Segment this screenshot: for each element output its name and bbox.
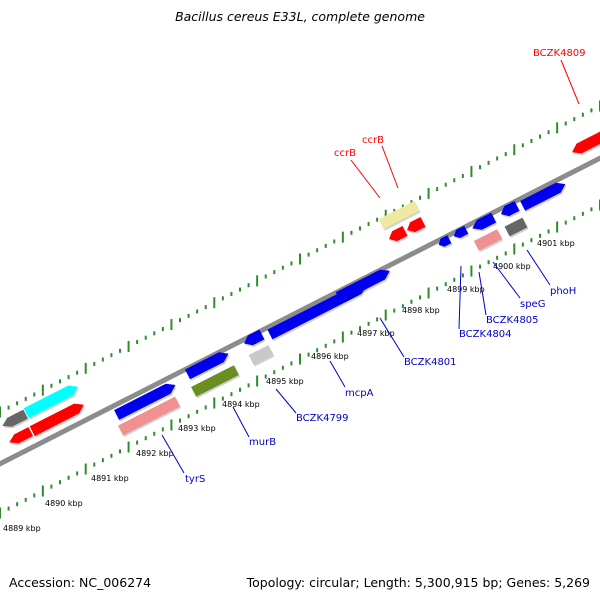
gene-red-arrow[interactable] bbox=[572, 131, 600, 154]
tick-label: 4896 kbp bbox=[311, 352, 349, 361]
leader-line bbox=[560, 59, 580, 105]
tick-label: 4897 kbp bbox=[357, 329, 395, 338]
outer-tick-track bbox=[0, 100, 600, 418]
gene-blue-arrow[interactable] bbox=[453, 225, 469, 238]
gene-label[interactable]: BCZK4809 bbox=[533, 48, 586, 59]
gene-pink-box[interactable] bbox=[118, 396, 180, 436]
leader-line bbox=[275, 388, 297, 414]
gene-blue-arrow[interactable] bbox=[520, 182, 566, 211]
gene-label[interactable]: murB bbox=[249, 437, 276, 448]
genome-backbone bbox=[0, 155, 600, 467]
leader-line bbox=[350, 159, 381, 199]
map-title: Bacillus cereus E33L, complete genome bbox=[175, 9, 425, 24]
tick-label: 4889 kbp bbox=[3, 524, 41, 533]
gene-red-arrow[interactable] bbox=[9, 427, 34, 444]
gene-blue-arrow[interactable] bbox=[501, 201, 520, 217]
tick-label: 4890 kbp bbox=[45, 499, 83, 508]
gene-label[interactable]: BCZK4805 bbox=[486, 315, 539, 326]
gene-pink-box[interactable] bbox=[473, 229, 503, 251]
leader-line bbox=[478, 271, 487, 316]
tick-label: 4891 kbp bbox=[91, 474, 129, 483]
gene-label[interactable]: phoH bbox=[550, 286, 576, 297]
tick-label: 4898 kbp bbox=[402, 306, 440, 315]
tick-label: 4892 kbp bbox=[136, 449, 174, 458]
gene-label-leaders bbox=[161, 59, 580, 474]
gene-label[interactable]: BCZK4801 bbox=[404, 357, 457, 368]
gene-gray-box[interactable] bbox=[504, 217, 528, 237]
gene-label[interactable]: tyrS bbox=[185, 474, 205, 485]
gene-blue-arrow[interactable] bbox=[438, 235, 452, 247]
leader-line bbox=[381, 145, 399, 189]
leader-line bbox=[492, 261, 521, 299]
gene-label[interactable]: mcpA bbox=[345, 388, 374, 399]
gene-red-arrow[interactable] bbox=[389, 226, 408, 242]
leader-line bbox=[458, 265, 462, 330]
gene-lightgray-box[interactable] bbox=[248, 345, 274, 365]
gene-blue-arrow[interactable] bbox=[472, 212, 497, 230]
accession-label: Accession: NC_006274 bbox=[9, 575, 152, 590]
leader-line bbox=[526, 249, 551, 286]
tick-label: 4893 kbp bbox=[178, 424, 216, 433]
gene-label[interactable]: BCZK4804 bbox=[459, 329, 512, 340]
gene-blue-arrow[interactable] bbox=[114, 383, 176, 420]
gene-blue-arrow[interactable] bbox=[335, 269, 390, 303]
leader-line bbox=[329, 360, 346, 388]
gene-label[interactable]: speG bbox=[520, 299, 545, 310]
gene-gray-arrow[interactable] bbox=[2, 409, 28, 427]
tick-label: 4894 kbp bbox=[222, 400, 260, 409]
gene-olive-box[interactable] bbox=[191, 365, 239, 397]
tick-label: 4901 kbp bbox=[537, 239, 575, 248]
feature-track[interactable] bbox=[2, 131, 600, 445]
inner-tick-track bbox=[0, 199, 600, 519]
gene-label[interactable]: ccrB bbox=[334, 148, 356, 159]
tick-label: 4895 kbp bbox=[266, 377, 304, 386]
leader-line bbox=[161, 434, 185, 474]
gene-red-arrow[interactable] bbox=[29, 403, 84, 437]
leader-line bbox=[232, 406, 250, 438]
leader-line bbox=[379, 317, 405, 358]
tick-label: 4900 kbp bbox=[493, 262, 531, 271]
genome-summary: Topology: circular; Length: 5,300,915 bp… bbox=[246, 575, 590, 590]
gene-labels[interactable]: BCZK4809 ccrB ccrB tyrS murB BCZK4799 mcpA BCZK… bbox=[185, 48, 586, 485]
gene-label[interactable]: BCZK4799 bbox=[296, 413, 349, 424]
gene-khaki-box[interactable] bbox=[378, 201, 420, 229]
gene-blue-arrow[interactable] bbox=[185, 352, 229, 380]
gene-label[interactable]: ccrB bbox=[362, 135, 384, 146]
gene-cyan-arrow[interactable] bbox=[23, 385, 78, 419]
tick-labels: 4889 kbp 4890 kbp 4891 kbp 4892 kbp 4893 kbp… bbox=[3, 239, 575, 533]
tick-label: 4899 kbp bbox=[447, 285, 485, 294]
gene-blue-arrow[interactable] bbox=[244, 329, 265, 346]
gene-red-arrow[interactable] bbox=[407, 217, 426, 233]
